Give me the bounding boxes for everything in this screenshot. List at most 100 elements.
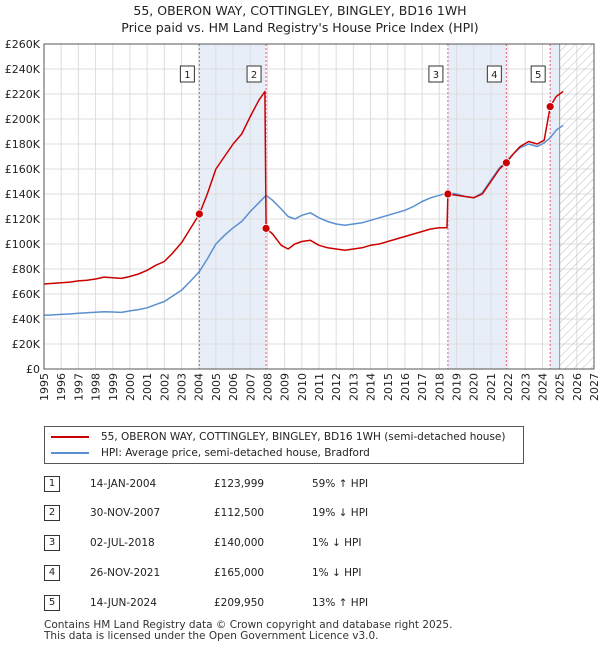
- y-tick-label: £220K: [5, 88, 41, 101]
- y-tick-label: £80K: [12, 263, 41, 276]
- sale-number-label: 5: [535, 70, 541, 81]
- chart-subtitle: Price paid vs. HM Land Registry's House …: [121, 20, 479, 35]
- x-tick-label: 2011: [313, 373, 326, 401]
- plot-frame: [43, 43, 595, 370]
- y-tick-label: £180K: [5, 138, 41, 151]
- x-tick-label: 2002: [158, 373, 171, 401]
- x-tick-label: 2013: [347, 373, 360, 401]
- x-tick-label: 2008: [261, 373, 274, 401]
- legend-swatch-property: [51, 436, 89, 438]
- footer: Contains HM Land Registry data © Crown c…: [44, 620, 452, 642]
- x-tick-label: 2006: [227, 373, 240, 401]
- transaction-number: 1: [44, 476, 60, 492]
- transaction-number: 5: [44, 595, 60, 611]
- y-tick-label: £260K: [5, 38, 41, 51]
- x-tick-label: 2025: [554, 373, 567, 401]
- footer-line-1: Contains HM Land Registry data © Crown c…: [44, 619, 453, 631]
- transaction-hpi: 1% ↓ HPI: [312, 537, 362, 549]
- x-tick-label: 2004: [193, 373, 206, 401]
- x-tick-label: 2022: [502, 373, 515, 401]
- table-row: 5 14-JUN-2024 £209,950 13% ↑ HPI: [44, 595, 404, 615]
- y-tick-label: £200K: [5, 113, 41, 126]
- legend-item-hpi: HPI: Average price, semi-detached house,…: [51, 445, 370, 461]
- sale-point: [443, 189, 453, 199]
- ownership-band: [550, 44, 560, 369]
- footer-line-2: This data is licensed under the Open Gov…: [44, 630, 379, 642]
- x-tick-label: 2010: [296, 373, 309, 401]
- transaction-date: 02-JUL-2018: [90, 537, 155, 549]
- transaction-hpi: 59% ↑ HPI: [312, 478, 369, 490]
- table-row: 1 14-JAN-2004 £123,999 59% ↑ HPI: [44, 476, 404, 496]
- x-tick-label: 1996: [55, 373, 68, 401]
- x-tick-label: 2005: [210, 373, 223, 401]
- property-price-line: [43, 90, 564, 285]
- x-tick-label: 2019: [451, 373, 464, 401]
- legend-label-property: 55, OBERON WAY, COTTINGLEY, BINGLEY, BD1…: [101, 431, 506, 443]
- transaction-number: 4: [44, 565, 60, 581]
- transaction-price: £165,000: [214, 567, 265, 579]
- ownership-band: [447, 44, 507, 369]
- sale-number-label: 2: [251, 70, 257, 81]
- transaction-hpi: 19% ↓ HPI: [312, 507, 369, 519]
- table-row: 3 02-JUL-2018 £140,000 1% ↓ HPI: [44, 535, 404, 555]
- sale-number-label: 4: [491, 70, 497, 81]
- transaction-number: 3: [44, 535, 60, 551]
- y-tick-label: £60K: [12, 288, 41, 301]
- x-tick-label: 2027: [588, 373, 600, 401]
- legend: 55, OBERON WAY, COTTINGLEY, BINGLEY, BD1…: [44, 426, 524, 464]
- x-tick-label: 2023: [519, 373, 532, 401]
- table-row: 2 30-NOV-2007 £112,500 19% ↓ HPI: [44, 505, 404, 525]
- y-tick-label: £20K: [12, 338, 41, 351]
- x-tick-label: 1997: [72, 373, 85, 401]
- x-tick-label: 2012: [330, 373, 343, 401]
- sale-point: [545, 102, 555, 111]
- sale-point: [501, 158, 511, 168]
- x-tick-label: 2014: [365, 373, 378, 401]
- y-tick-label: £0: [26, 363, 40, 376]
- chart-title: 55, OBERON WAY, COTTINGLEY, BINGLEY, BD1…: [133, 3, 467, 18]
- x-tick-label: 2018: [433, 373, 446, 401]
- transaction-hpi: 1% ↓ HPI: [312, 567, 362, 579]
- x-tick-label: 2020: [468, 373, 481, 401]
- price-chart: £0 £20K £40K £60K £80K £100K £120K £140K £160K £1…: [5, 38, 600, 401]
- x-tick-label: 2009: [279, 373, 292, 401]
- x-tick-label: 2017: [416, 373, 429, 401]
- x-tick-label: 1998: [90, 373, 103, 401]
- x-tick-label: 1999: [107, 373, 120, 401]
- x-tick-label: 2015: [382, 373, 395, 401]
- x-tick-label: 2026: [571, 373, 584, 401]
- y-tick-label: £40K: [12, 313, 41, 326]
- sale-point: [194, 209, 204, 219]
- x-tick-label: 2000: [124, 373, 137, 401]
- legend-item-property: 55, OBERON WAY, COTTINGLEY, BINGLEY, BD1…: [51, 429, 506, 445]
- sale-number-label: 3: [433, 70, 439, 81]
- table-row: 4 26-NOV-2021 £165,000 1% ↓ HPI: [44, 565, 404, 585]
- sale-number-box: [486, 65, 502, 83]
- transaction-date: 14-JAN-2004: [90, 478, 157, 490]
- transaction-date: 26-NOV-2021: [90, 567, 161, 579]
- y-tick-label: £140K: [5, 188, 41, 201]
- x-tick-label: 2007: [244, 373, 257, 401]
- transaction-price: £209,950: [214, 597, 265, 609]
- transaction-price: £112,500: [214, 507, 265, 519]
- transaction-date: 30-NOV-2007: [90, 507, 161, 519]
- y-tick-label: £160K: [5, 163, 41, 176]
- x-tick-label: 2001: [141, 373, 154, 401]
- transaction-price: £140,000: [214, 537, 265, 549]
- transaction-hpi: 13% ↑ HPI: [312, 597, 369, 609]
- sale-number-box: [179, 65, 195, 83]
- x-tick-label: 2024: [536, 373, 549, 401]
- y-tick-label: £100K: [5, 238, 41, 251]
- sale-number-label: 1: [184, 70, 190, 81]
- sale-number-box: [246, 65, 262, 83]
- forecast-hatch: [559, 44, 594, 369]
- y-tick-label: £240K: [5, 63, 41, 76]
- transaction-date: 14-JUN-2024: [90, 597, 157, 609]
- y-tick-label: £120K: [5, 213, 41, 226]
- sale-point: [261, 223, 271, 233]
- x-tick-label: 2003: [176, 373, 189, 401]
- sale-number-box: [530, 65, 546, 83]
- x-tick-label: 1995: [38, 373, 51, 401]
- x-tick-label: 2021: [485, 373, 498, 401]
- legend-swatch-hpi: [51, 452, 89, 454]
